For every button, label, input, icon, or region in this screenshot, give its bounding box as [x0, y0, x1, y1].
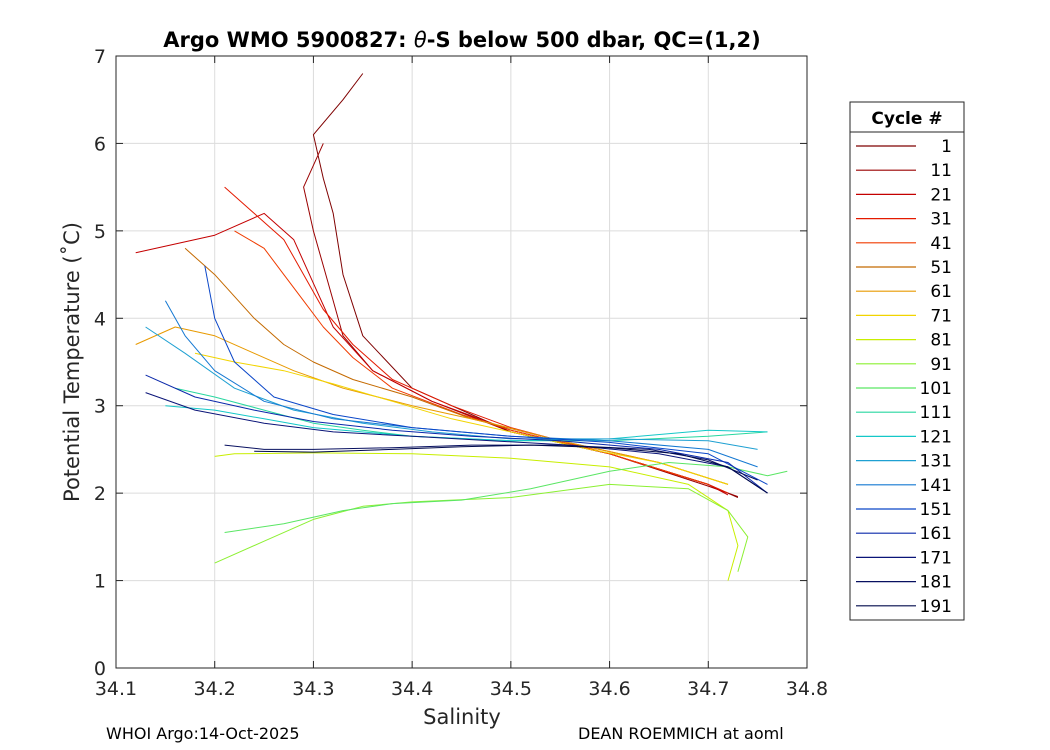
legend-label-51: 51: [930, 258, 952, 278]
series-line-cycle-91: [214, 483, 749, 572]
y-tick-label: 7: [94, 46, 106, 68]
legend-label-61: 61: [930, 282, 952, 302]
y-tick-label: 0: [94, 658, 106, 680]
legend-label-191: 191: [920, 597, 952, 617]
legend-label-91: 91: [930, 355, 952, 375]
legend-label-151: 151: [920, 500, 952, 520]
x-tick-label: 34.4: [391, 678, 433, 700]
legend-entries: 1112131415161718191101111121131141151161…: [856, 137, 952, 617]
legend-label-101: 101: [920, 379, 952, 399]
legend-label-11: 11: [930, 161, 952, 181]
series-line-cycle-171: [145, 392, 768, 494]
legend-label-161: 161: [920, 524, 952, 544]
series-line-cycle-191: [254, 444, 768, 494]
legend-label-81: 81: [930, 331, 952, 351]
y-tick-label: 4: [94, 308, 106, 330]
y-tick-label: 5: [94, 221, 106, 243]
series-line-cycle-161: [145, 374, 768, 494]
x-axis-ticks: 34.1 34.2 34.3 34.4 34.5 34.6 34.7 34.8: [95, 56, 828, 700]
legend-label-131: 131: [920, 452, 952, 472]
legend-label-171: 171: [920, 548, 952, 568]
series-line-cycle-61: [135, 326, 729, 485]
x-tick-label: 34.8: [786, 678, 828, 700]
x-tick-label: 34.7: [687, 678, 729, 700]
legend-label-1: 1: [941, 137, 952, 157]
legend-label-181: 181: [920, 573, 952, 593]
legend: Cycle # 11121314151617181911011111211311…: [849, 101, 965, 621]
series-line-cycle-81: [214, 452, 739, 581]
y-tick-label: 3: [94, 396, 106, 418]
legend-label-71: 71: [930, 306, 952, 326]
x-tick-label: 34.3: [292, 678, 334, 700]
x-tick-label: 34.6: [588, 678, 630, 700]
y-tick-label: 2: [94, 483, 106, 505]
series-line-cycle-131: [145, 326, 758, 450]
x-tick-label: 34.5: [490, 678, 532, 700]
legend-label-111: 111: [920, 403, 952, 423]
chart-title: Argo WMO 5900827: θ-S below 500 dbar, QC…: [163, 28, 760, 52]
footer-left: WHOI Argo:14-Oct-2025: [106, 724, 300, 743]
footer-right: DEAN ROEMMICH at aoml: [578, 724, 784, 743]
series-line-cycle-141: [164, 300, 758, 468]
series-line-cycle-101: [224, 462, 788, 533]
legend-label-41: 41: [930, 234, 952, 254]
y-axis-label: Potential Temperature (˚C): [60, 222, 84, 502]
legend-label-121: 121: [920, 427, 952, 447]
series-line-cycle-151: [204, 265, 768, 485]
x-tick-label: 34.2: [194, 678, 236, 700]
legend-label-31: 31: [930, 210, 952, 230]
plot-frame: [115, 55, 808, 669]
y-tick-label: 6: [94, 133, 106, 155]
legend-title: Cycle #: [871, 109, 942, 129]
x-tick-label: 34.1: [95, 678, 137, 700]
series-line-cycle-111: [175, 387, 768, 442]
legend-label-141: 141: [920, 476, 952, 496]
y-tick-label: 1: [94, 571, 106, 593]
series-lines: [135, 73, 788, 581]
y-axis-ticks: 0 1 2 3 4 5 6 7: [94, 46, 807, 680]
legend-label-21: 21: [930, 185, 952, 205]
series-line-cycle-71: [194, 352, 729, 485]
x-axis-label: Salinity: [423, 705, 501, 729]
